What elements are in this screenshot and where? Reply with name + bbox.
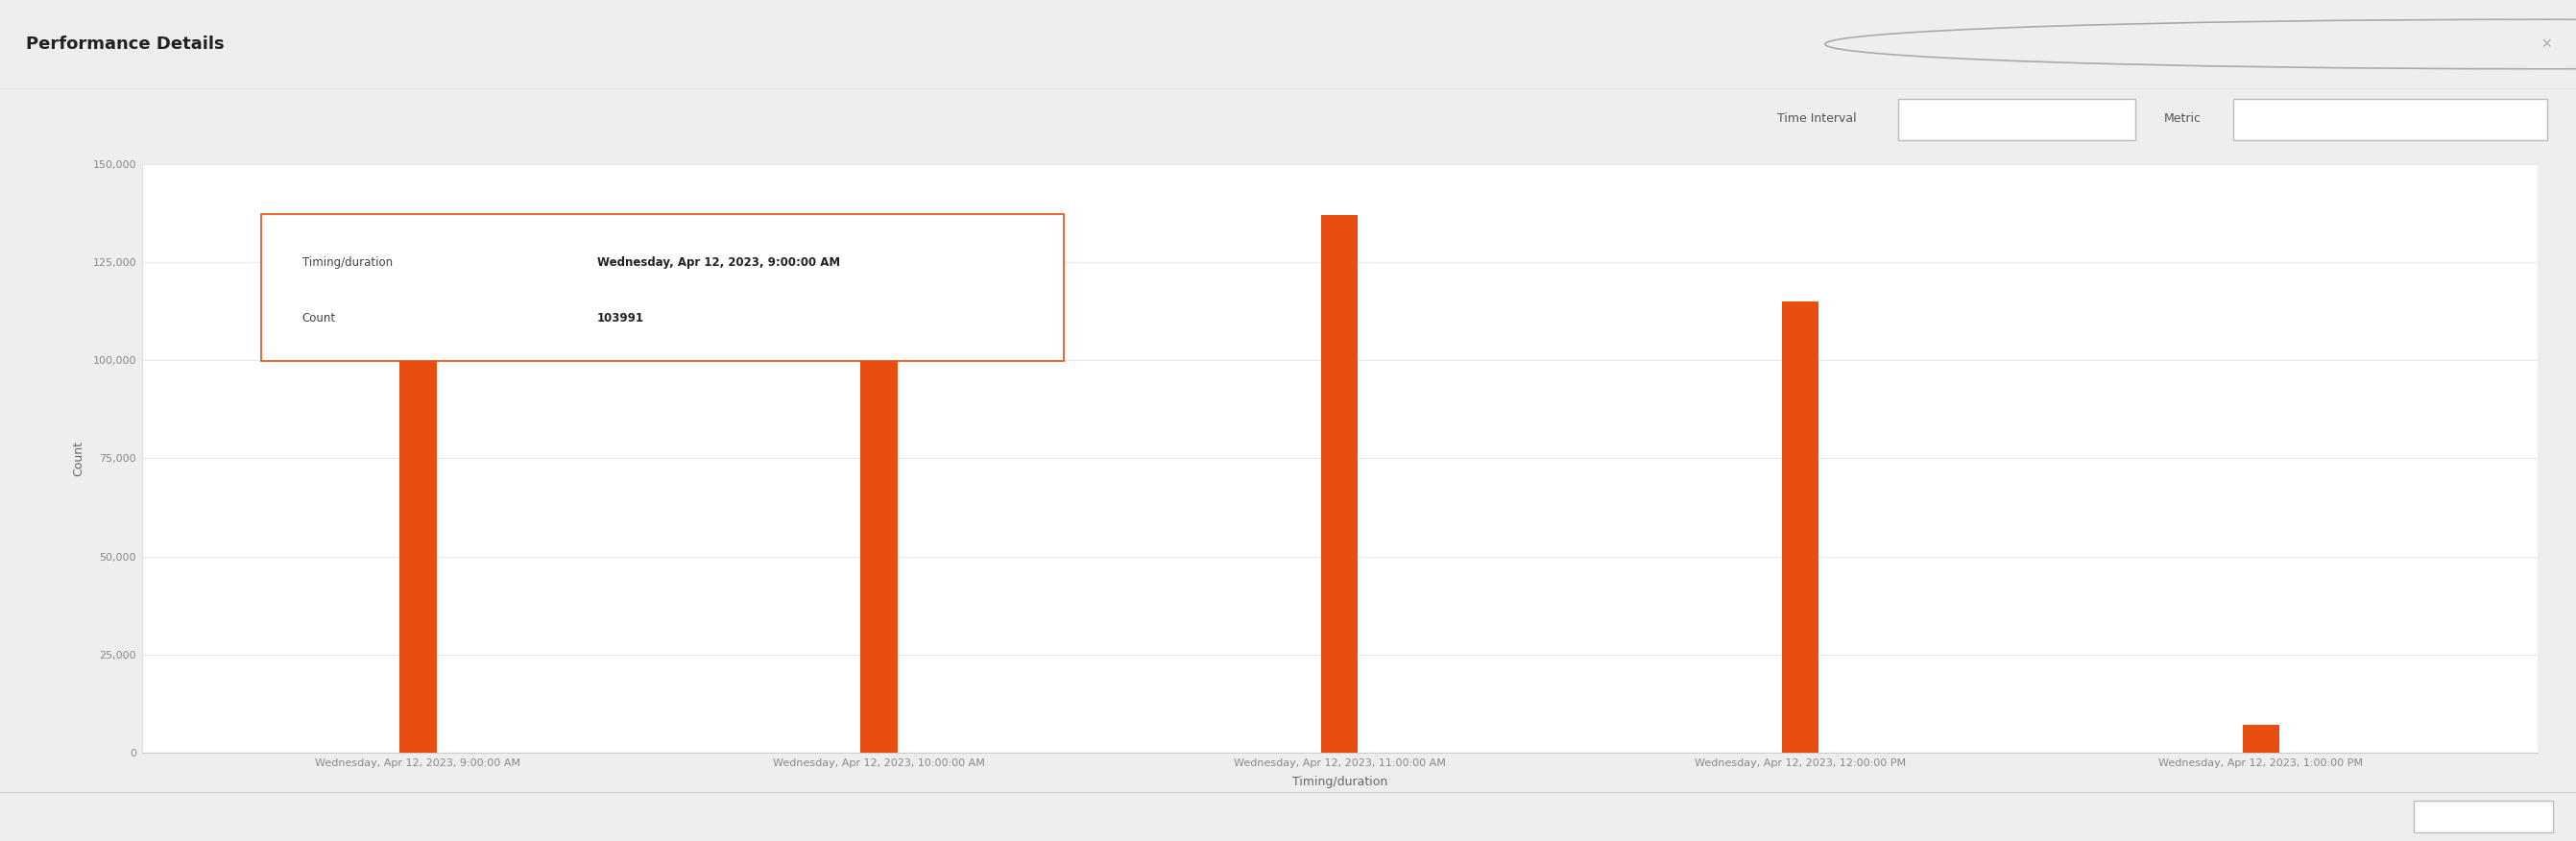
- FancyBboxPatch shape: [2233, 99, 2548, 140]
- Text: ▾: ▾: [2105, 114, 2110, 124]
- Text: Timing/duration: Timing/duration: [301, 256, 392, 268]
- Text: 103991: 103991: [598, 313, 644, 325]
- Text: Time Interval: Time Interval: [1777, 113, 1857, 124]
- Bar: [399, 345, 435, 753]
- FancyBboxPatch shape: [2414, 801, 2553, 833]
- Text: Close: Close: [2468, 811, 2499, 822]
- Bar: [2244, 725, 2280, 753]
- Text: ✕: ✕: [2540, 38, 2553, 50]
- Bar: [1783, 301, 1819, 753]
- Text: Wednesday, Apr 12, 2023, 9:00:00 AM: Wednesday, Apr 12, 2023, 9:00:00 AM: [598, 256, 840, 268]
- Text: Record Pairs for Automate...: Record Pairs for Automate...: [2262, 114, 2411, 124]
- Text: Performance Details: Performance Details: [26, 35, 224, 53]
- X-axis label: Timing/duration: Timing/duration: [1293, 775, 1386, 788]
- Text: 1 hour: 1 hour: [1927, 113, 1965, 124]
- Text: Metric: Metric: [2164, 113, 2202, 124]
- Bar: [860, 348, 896, 753]
- Y-axis label: Count: Count: [72, 441, 85, 476]
- Bar: [1321, 215, 1358, 753]
- FancyBboxPatch shape: [1899, 99, 2136, 140]
- FancyBboxPatch shape: [263, 214, 1064, 362]
- Text: ▾: ▾: [2517, 114, 2522, 124]
- Text: Count: Count: [301, 313, 335, 325]
